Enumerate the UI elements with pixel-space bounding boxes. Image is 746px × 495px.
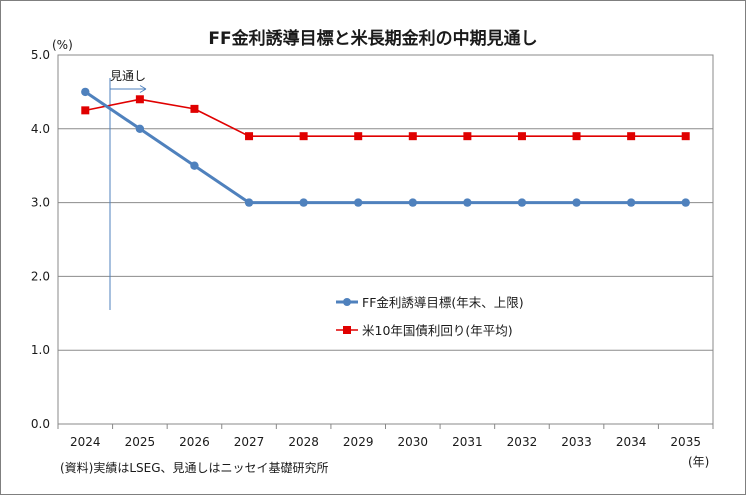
data-point-ff	[354, 198, 363, 207]
x-tick-label: 2026	[179, 435, 210, 449]
series-layer	[81, 87, 690, 207]
data-point-ff	[299, 198, 308, 207]
legend: FF金利誘導目標(年末、上限) 米10年国債利回り(年平均)	[336, 295, 524, 338]
data-point-10y	[463, 132, 472, 141]
y-tick-label: 0.0	[31, 417, 50, 431]
y-tick-label: 1.0	[31, 343, 50, 357]
series-line-ff	[84, 90, 686, 205]
x-tick-label: 2025	[125, 435, 156, 449]
data-point-10y	[245, 132, 254, 141]
x-unit-label: (年)	[688, 455, 709, 469]
forecast-marker: 見通し	[109, 69, 147, 310]
x-tick-label: 2024	[70, 435, 101, 449]
forecast-arrow-head	[139, 85, 147, 93]
x-tick-label: 2035	[670, 435, 701, 449]
data-point-10y	[81, 106, 90, 115]
data-point-ff	[244, 198, 254, 207]
x-tick-label: 2029	[343, 435, 374, 449]
x-tick-label: 2028	[288, 435, 319, 449]
x-axis: 2024 2025 2026 2027 2028 2029 2030 2031 2032 2033…	[57, 424, 714, 449]
legend-marker-10y	[343, 326, 351, 334]
y-tick-label: 4.0	[31, 122, 50, 136]
y-tick-label: 2.0	[31, 269, 50, 283]
y-unit-label: (%)	[52, 38, 73, 52]
y-axis: 0.0 1.0 2.0 3.0 4.0 5.0	[31, 48, 50, 431]
series-line-10y	[85, 98, 686, 137]
x-tick-label: 2033	[561, 435, 592, 449]
x-tick-label: 2027	[234, 435, 265, 449]
y-tick-label: 5.0	[31, 48, 50, 62]
data-point-10y	[190, 104, 199, 113]
legend-marker-ff	[343, 298, 351, 306]
data-point-ff	[463, 198, 472, 207]
x-tick-label: 2034	[616, 435, 647, 449]
chart-title: FF金利誘導目標と米長期金利の中期見通し	[208, 28, 537, 49]
data-point-10y	[354, 132, 363, 141]
x-tick-label: 2030	[398, 435, 429, 449]
data-point-ff	[190, 161, 199, 170]
data-point-10y	[408, 132, 417, 141]
data-point-ff	[517, 198, 527, 207]
data-point-10y	[572, 132, 581, 141]
legend-label-ff: FF金利誘導目標(年末、上限)	[362, 295, 524, 310]
legend-label-10y: 米10年国債利回り(年平均)	[362, 323, 513, 338]
plot-area	[57, 54, 714, 425]
data-point-ff	[135, 124, 145, 133]
data-point-ff	[572, 198, 581, 207]
data-point-10y	[135, 95, 144, 104]
gridlines	[58, 54, 713, 425]
y-tick-label: 3.0	[31, 196, 50, 210]
data-point-ff	[81, 87, 90, 97]
data-point-10y	[517, 132, 526, 141]
data-point-ff	[681, 198, 690, 207]
data-point-ff	[626, 198, 636, 207]
data-point-ff	[408, 198, 417, 207]
forecast-label: 見通し	[110, 69, 146, 83]
x-tick-label: 2031	[452, 435, 483, 449]
data-point-10y	[299, 132, 308, 141]
x-tick-label: 2032	[507, 435, 538, 449]
data-point-10y	[681, 132, 690, 141]
data-point-10y	[627, 132, 636, 141]
source-note: (資料)実績はLSEG、見通しはニッセイ基礎研究所	[60, 460, 329, 475]
